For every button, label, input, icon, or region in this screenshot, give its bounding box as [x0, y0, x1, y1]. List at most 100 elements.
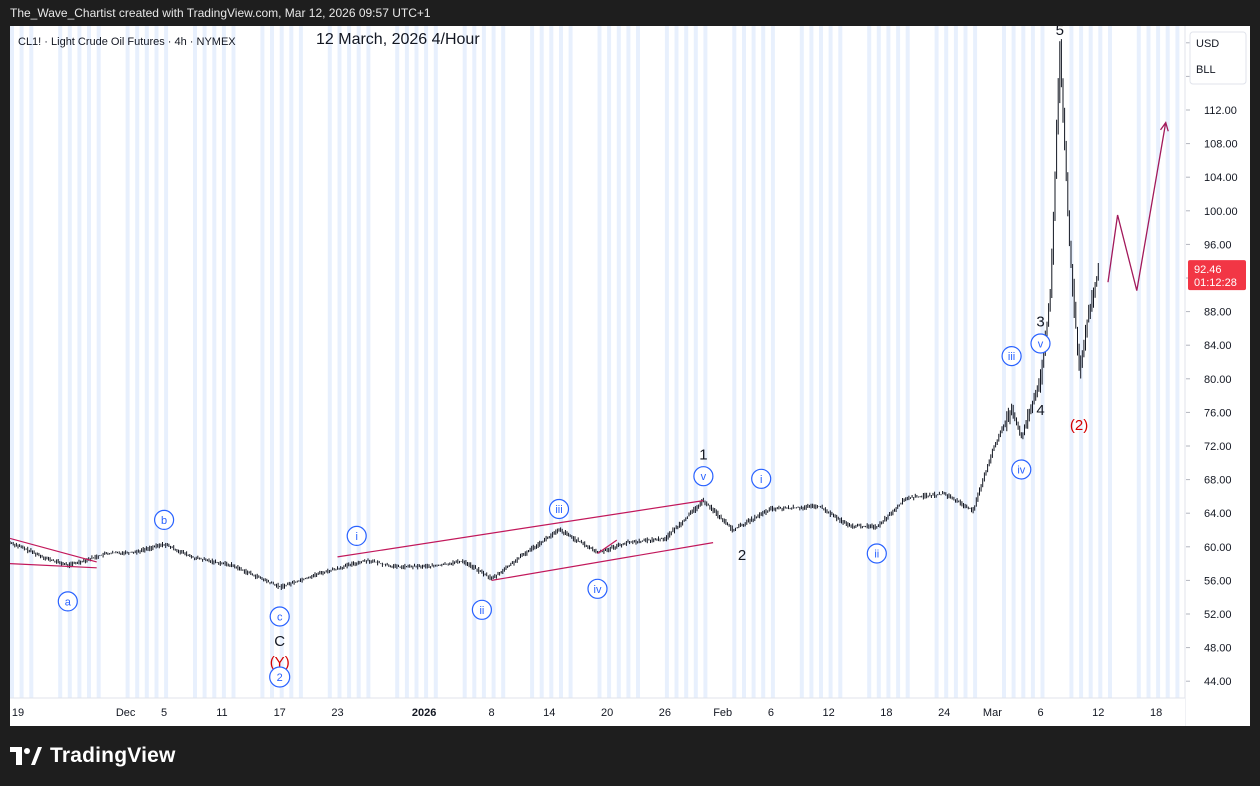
session-band-59 [809, 26, 814, 698]
channel-line-1[interactable] [10, 563, 97, 569]
session-band-2 [29, 26, 34, 698]
session-band-54 [742, 26, 746, 698]
session-band-76 [1030, 26, 1035, 698]
price-tick-label-4: 60.00 [1204, 542, 1232, 554]
session-band-55 [751, 26, 756, 698]
session-band-35 [481, 26, 486, 698]
wave-circle-6 [346, 525, 367, 546]
session-band-81 [1098, 26, 1103, 698]
wave-circle-10 [693, 466, 714, 487]
session-band-50 [684, 26, 689, 698]
session-band-86 [1165, 26, 1170, 698]
channel-line-4[interactable] [597, 539, 618, 554]
time-tick-label-3: 11 [216, 707, 227, 719]
time-tick-label-17: 6 [1037, 707, 1043, 719]
session-band-40 [549, 26, 554, 698]
session-band-72 [973, 26, 978, 698]
price-tick-label-1: 48.00 [1204, 643, 1232, 655]
session-band-27 [366, 26, 371, 698]
price-tick-label-15: 104.00 [1204, 172, 1238, 184]
attribution-bar: The_Wave_Chartist created with TradingVi… [0, 0, 1260, 26]
session-band-57 [770, 26, 775, 698]
session-band-15 [212, 26, 217, 698]
channel-line-3[interactable] [491, 542, 714, 581]
wave-circle-15 [1001, 346, 1022, 367]
session-band-31 [424, 26, 429, 698]
session-band-37 [501, 26, 506, 698]
projection-line[interactable] [1107, 122, 1167, 291]
session-band-48 [664, 26, 669, 698]
session-band-30 [414, 26, 419, 698]
session-band-60 [819, 26, 823, 698]
time-tick-label-19: 18 [1150, 707, 1162, 719]
session-band-75 [1021, 26, 1026, 698]
time-tick-label-14: 18 [880, 707, 892, 719]
projection-path [1107, 121, 1169, 291]
session-band-82 [1108, 26, 1112, 698]
tradingview-wordmark: TradingView [50, 744, 176, 767]
session-band-44 [607, 26, 612, 698]
session-band-36 [491, 26, 496, 698]
price-tick-label-8: 76.00 [1204, 407, 1232, 419]
time-tick-label-2: 5 [161, 707, 167, 719]
wave-label-2: c [277, 612, 283, 624]
session-band-53 [732, 26, 737, 698]
session-band-67 [905, 26, 910, 698]
attribution-text: The_Wave_Chartist created with TradingVi… [10, 6, 431, 20]
price-axis[interactable] [1186, 26, 1250, 726]
session-band-83 [1136, 26, 1141, 698]
time-axis[interactable] [10, 698, 1185, 726]
session-band-0 [10, 26, 14, 698]
time-axis-ticks: 19 Dec 5 11 17 23 2026 8 14 20 26 Feb 6 12 18 24 Mar 6 12 1… [12, 707, 1162, 719]
wave-circle-17 [1030, 333, 1051, 354]
wave-circle-5 [269, 666, 291, 688]
session-band-68 [934, 26, 939, 698]
wave-label-15: iii [1008, 351, 1015, 363]
tradingview-brand[interactable]: TradingView [10, 740, 176, 772]
session-band-42 [568, 26, 573, 698]
session-band-8 [125, 26, 130, 698]
channel-line-0[interactable] [10, 537, 97, 563]
session-band-18 [260, 26, 265, 698]
session-band-5 [77, 26, 82, 698]
session-band-87 [1175, 26, 1180, 698]
session-band-9 [135, 26, 140, 698]
session-band-38 [530, 26, 535, 698]
currency-label[interactable]: USD [1196, 38, 1219, 50]
session-band-78 [1069, 26, 1074, 698]
wave-label-12: 2 [738, 547, 746, 564]
price-tick-label-10: 84.00 [1204, 340, 1232, 352]
session-band-11 [154, 26, 159, 698]
chart-title: 12 March, 2026 4/Hour [316, 31, 480, 48]
time-tick-label-12: 6 [768, 707, 774, 719]
time-tick-label-1: Dec [116, 707, 136, 719]
session-band-80 [1088, 26, 1093, 698]
unit-label[interactable]: BLL [1196, 64, 1216, 76]
price-tick-label-6: 68.00 [1204, 475, 1232, 487]
session-band-32 [433, 26, 438, 698]
currency-unit-box[interactable] [1189, 31, 1247, 85]
wave-circle-9 [587, 578, 608, 599]
symbol-legend[interactable]: CL1! · Light Crude Oil Futures · 4h · NY… [18, 36, 236, 48]
last-price-tag: 92.46 01:12:28 [1188, 260, 1246, 291]
session-band-12 [164, 26, 169, 698]
wave-circle-7 [471, 599, 492, 620]
session-band-23 [327, 26, 332, 698]
session-band-10 [144, 26, 149, 698]
time-tick-label-4: 17 [274, 707, 286, 719]
session-band-41 [559, 26, 563, 698]
session-band-26 [356, 26, 361, 698]
last-price-value: 92.46 [1194, 264, 1222, 276]
wave-label-4: (Y) [270, 654, 290, 671]
session-band-69 [944, 26, 949, 698]
channel-line-2[interactable] [337, 500, 704, 558]
price-tick-label-16: 108.00 [1204, 139, 1238, 151]
price-tick-label-0: 44.00 [1204, 676, 1232, 688]
session-band-49 [674, 26, 679, 698]
wave-circle-8 [548, 498, 570, 520]
session-band-70 [953, 26, 958, 698]
price-tick-label-13: 96.00 [1204, 239, 1232, 251]
